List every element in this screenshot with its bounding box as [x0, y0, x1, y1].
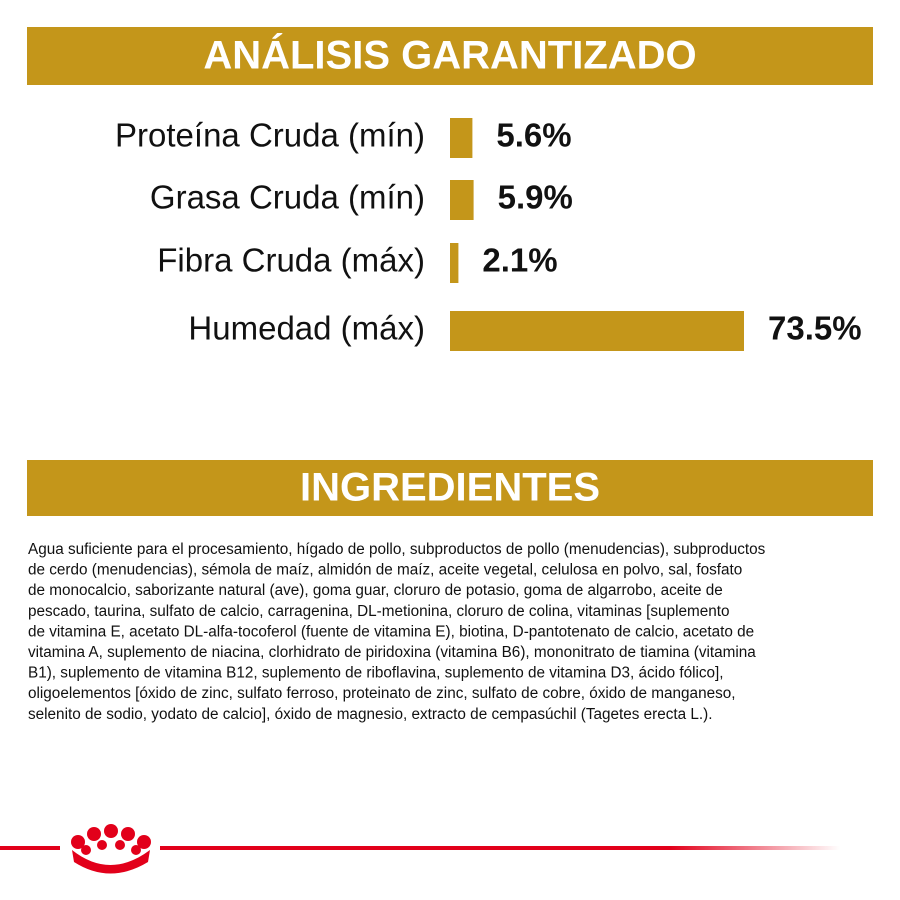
- category-label: Fibra Cruda (máx): [157, 242, 425, 279]
- header-band: [27, 27, 873, 85]
- chart-title: ANÁLISIS GARANTIZADO: [203, 33, 696, 78]
- ingredients-line: oligoelementos [óxido de zinc, sulfato f…: [28, 685, 736, 702]
- ingredients-text: Agua suficiente para el procesamiento, h…: [28, 541, 766, 723]
- ingredients-line: de vitamina E, acetato DL-alfa-tocoferol…: [28, 623, 754, 640]
- crown-logo: [71, 824, 151, 874]
- value-label: 5.6%: [496, 117, 571, 154]
- ingredients-line: B1), suplemento de vitamina B12, supleme…: [28, 665, 724, 682]
- value-label: 2.1%: [482, 242, 557, 279]
- category-label: Humedad (máx): [188, 310, 425, 347]
- bar: [450, 311, 744, 351]
- ingredients-line: selenito de sodio, yodato de calcio], óx…: [28, 706, 713, 723]
- brand-line: [160, 846, 840, 850]
- ingredients-line: de monocalcio, saborizante natural (ave)…: [28, 582, 723, 599]
- bar: [450, 180, 474, 220]
- bar: [450, 118, 473, 158]
- value-label: 5.9%: [498, 179, 573, 216]
- category-label: Grasa Cruda (mín): [150, 179, 425, 216]
- ingredients-line: de cerdo (menudencias), sémola de maíz, …: [28, 562, 742, 579]
- header-band: [27, 460, 873, 516]
- category-label: Proteína Cruda (mín): [115, 117, 425, 154]
- value-label: 73.5%: [768, 310, 862, 347]
- bar: [450, 243, 459, 283]
- ingredients-line: pescado, taurina, sulfato de calcio, car…: [28, 603, 730, 620]
- ingredients-line: vitamina A, suplemento de niacina, clorh…: [28, 644, 756, 661]
- section-title: INGREDIENTES: [300, 466, 600, 510]
- ingredients-line: Agua suficiente para el procesamiento, h…: [28, 541, 766, 558]
- brand-line: [0, 846, 60, 850]
